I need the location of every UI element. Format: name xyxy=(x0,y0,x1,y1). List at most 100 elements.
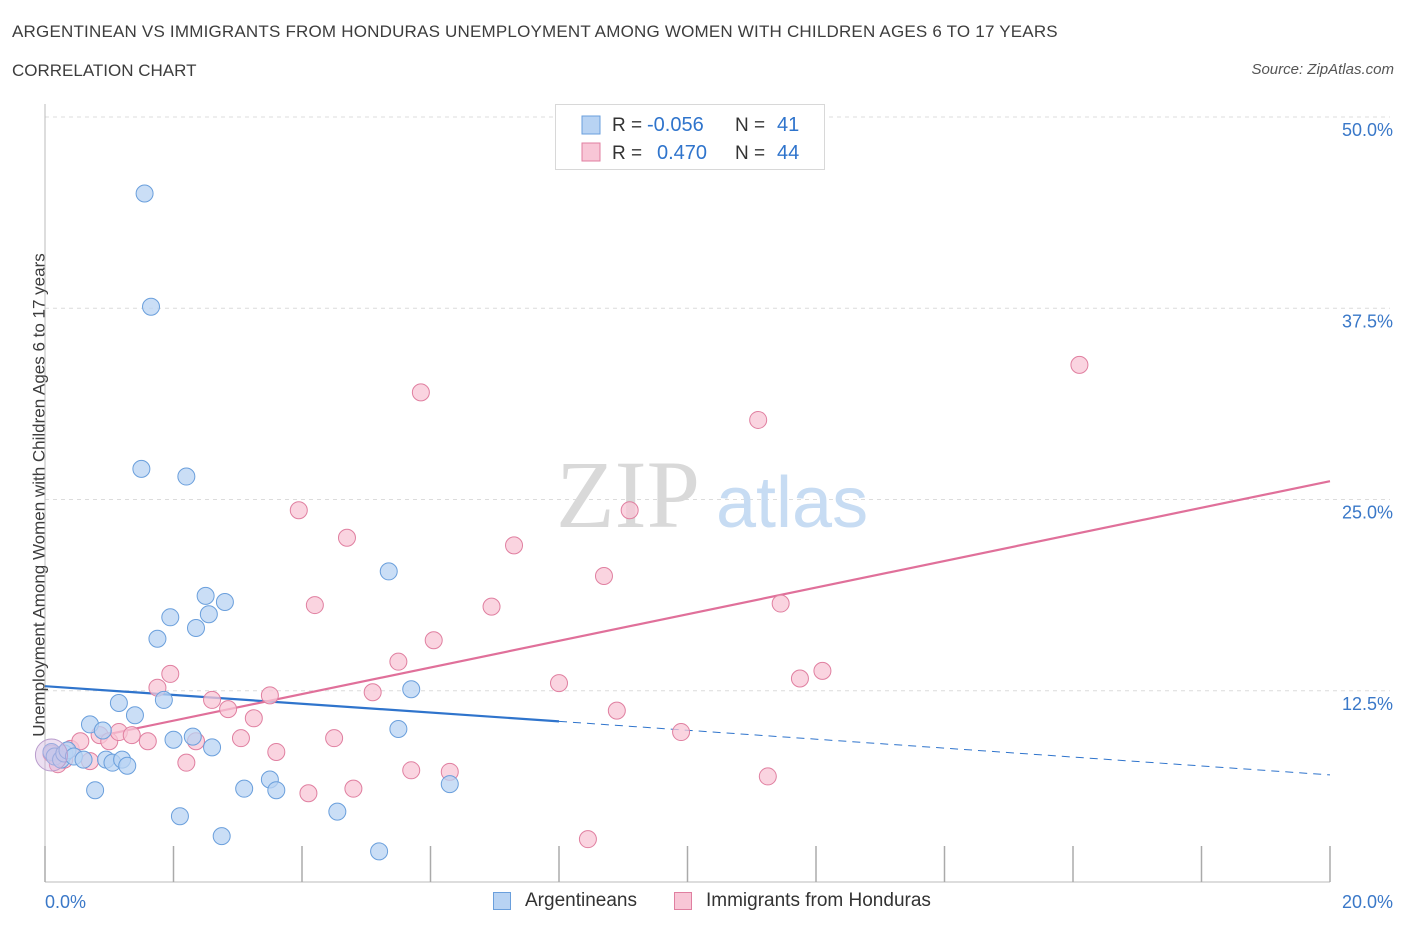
legend-swatch-honduras xyxy=(674,892,692,910)
legend-swatch-argentineans xyxy=(493,892,511,910)
legend-r-label-2: R = xyxy=(612,143,642,164)
point-argentineans xyxy=(389,720,408,738)
point-argentineans xyxy=(132,459,151,478)
point-honduras xyxy=(482,597,501,616)
point-honduras xyxy=(161,664,180,683)
point-honduras xyxy=(122,726,141,745)
point-argentineans xyxy=(328,802,347,821)
watermark: ZIP atlas xyxy=(556,441,868,548)
point-argentineans xyxy=(370,842,389,861)
legend-n-label-2: N = xyxy=(735,143,765,164)
point-honduras xyxy=(231,729,250,748)
point-argentineans xyxy=(93,721,112,740)
x-tick-label-min: 0.0% xyxy=(45,892,86,912)
point-argentineans xyxy=(86,781,105,800)
point-argentineans xyxy=(440,775,459,794)
legend-swatch-pink xyxy=(581,142,601,162)
point-argentineans xyxy=(215,593,234,612)
point-honduras xyxy=(337,528,356,547)
point-argentineans xyxy=(203,738,222,757)
point-honduras xyxy=(771,594,790,613)
point-argentineans xyxy=(161,608,180,627)
point-argentineans xyxy=(154,690,173,709)
point-honduras xyxy=(424,631,443,650)
legend-n-value-2: 44 xyxy=(777,142,799,164)
point-honduras xyxy=(289,501,308,520)
point-honduras xyxy=(758,767,777,786)
point-honduras xyxy=(363,683,382,702)
legend-label-argentineans: Argentineans xyxy=(525,890,637,911)
point-honduras xyxy=(244,709,263,728)
point-honduras xyxy=(607,701,626,720)
x-tick-label-max: 20.0% xyxy=(1342,892,1393,912)
legend-r-label-1: R = xyxy=(612,115,642,136)
point-argentineans xyxy=(164,730,183,749)
point-honduras xyxy=(177,753,196,772)
point-argentineans xyxy=(118,756,137,775)
point-honduras xyxy=(71,732,90,751)
y-tick-label: 25.0% xyxy=(1342,503,1393,523)
point-argentineans xyxy=(170,807,189,826)
point-honduras xyxy=(402,761,421,780)
point-argentineans xyxy=(148,629,167,648)
y-tick-label: 37.5% xyxy=(1342,311,1393,331)
point-honduras xyxy=(578,830,597,849)
point-honduras xyxy=(260,686,279,705)
point-argentineans xyxy=(379,562,398,581)
point-honduras xyxy=(344,779,363,798)
point-argentineans xyxy=(135,184,154,203)
y-axis-title: Unemployment Among Women with Children A… xyxy=(29,253,48,737)
grid-lines xyxy=(45,116,1390,692)
point-honduras xyxy=(749,410,768,429)
legend-n-label-1: N = xyxy=(735,115,765,136)
tick-labels: 12.5% 25.0% 37.5% 50.0% 0.0% 20.0% xyxy=(45,120,1393,912)
legend-swatch-blue xyxy=(581,115,601,135)
y-axis-label: Unemployment Among Women with Children A… xyxy=(29,253,48,737)
legend-n-value-1: 41 xyxy=(777,114,799,136)
point-honduras xyxy=(219,700,238,719)
point-honduras xyxy=(594,567,613,585)
point-argentineans xyxy=(109,693,128,712)
point-honduras xyxy=(325,729,344,748)
trend-line-argentineans xyxy=(44,685,560,723)
point-honduras xyxy=(267,742,286,761)
legend-svg: R = -0.056 N = 41 R = 0.470 N = 44 xyxy=(581,114,799,164)
point-honduras xyxy=(1070,355,1089,374)
point-argentineans xyxy=(267,781,286,800)
legend-r-value-2: 0.470 xyxy=(657,142,707,164)
y-tick-label: 12.5% xyxy=(1342,694,1393,714)
point-argentineans xyxy=(196,586,215,605)
point-honduras xyxy=(305,596,324,615)
point-argentineans xyxy=(177,467,196,486)
point-honduras xyxy=(505,536,524,555)
point-argentineans xyxy=(212,827,231,846)
series-legend: Argentineans Immigrants from Honduras xyxy=(0,890,1406,916)
chart-subtitle: CORRELATION CHART xyxy=(12,61,197,80)
watermark-atlas: atlas xyxy=(716,463,868,543)
point-argentineans xyxy=(235,779,254,798)
legend-item-argentineans: Argentineans xyxy=(493,890,637,912)
point-honduras xyxy=(813,661,832,680)
chart-title: ARGENTINEAN VS IMMIGRANTS FROM HONDURAS … xyxy=(12,22,1058,41)
point-honduras xyxy=(203,690,222,709)
legend-label-honduras: Immigrants from Honduras xyxy=(706,890,931,911)
point-argentineans xyxy=(142,297,161,316)
point-honduras xyxy=(389,652,408,671)
point-argentineans xyxy=(186,619,205,638)
point-argentineans xyxy=(74,750,93,769)
correlation-legend: R = -0.056 N = 41 R = 0.470 N = 44 xyxy=(555,104,825,170)
data-points xyxy=(34,184,1089,861)
source-note: Source: ZipAtlas.com xyxy=(1251,61,1394,78)
point-argentineans xyxy=(125,706,144,725)
point-honduras xyxy=(620,501,639,520)
point-argentineans xyxy=(183,727,202,746)
point-honduras xyxy=(138,732,157,751)
point-cluster xyxy=(34,738,68,772)
point-argentineans xyxy=(199,605,218,624)
point-honduras xyxy=(299,784,318,803)
point-honduras xyxy=(550,674,568,693)
trend-line-honduras xyxy=(96,480,1331,738)
legend-r-value-1: -0.056 xyxy=(647,114,704,136)
y-tick-label: 50.0% xyxy=(1342,120,1393,140)
